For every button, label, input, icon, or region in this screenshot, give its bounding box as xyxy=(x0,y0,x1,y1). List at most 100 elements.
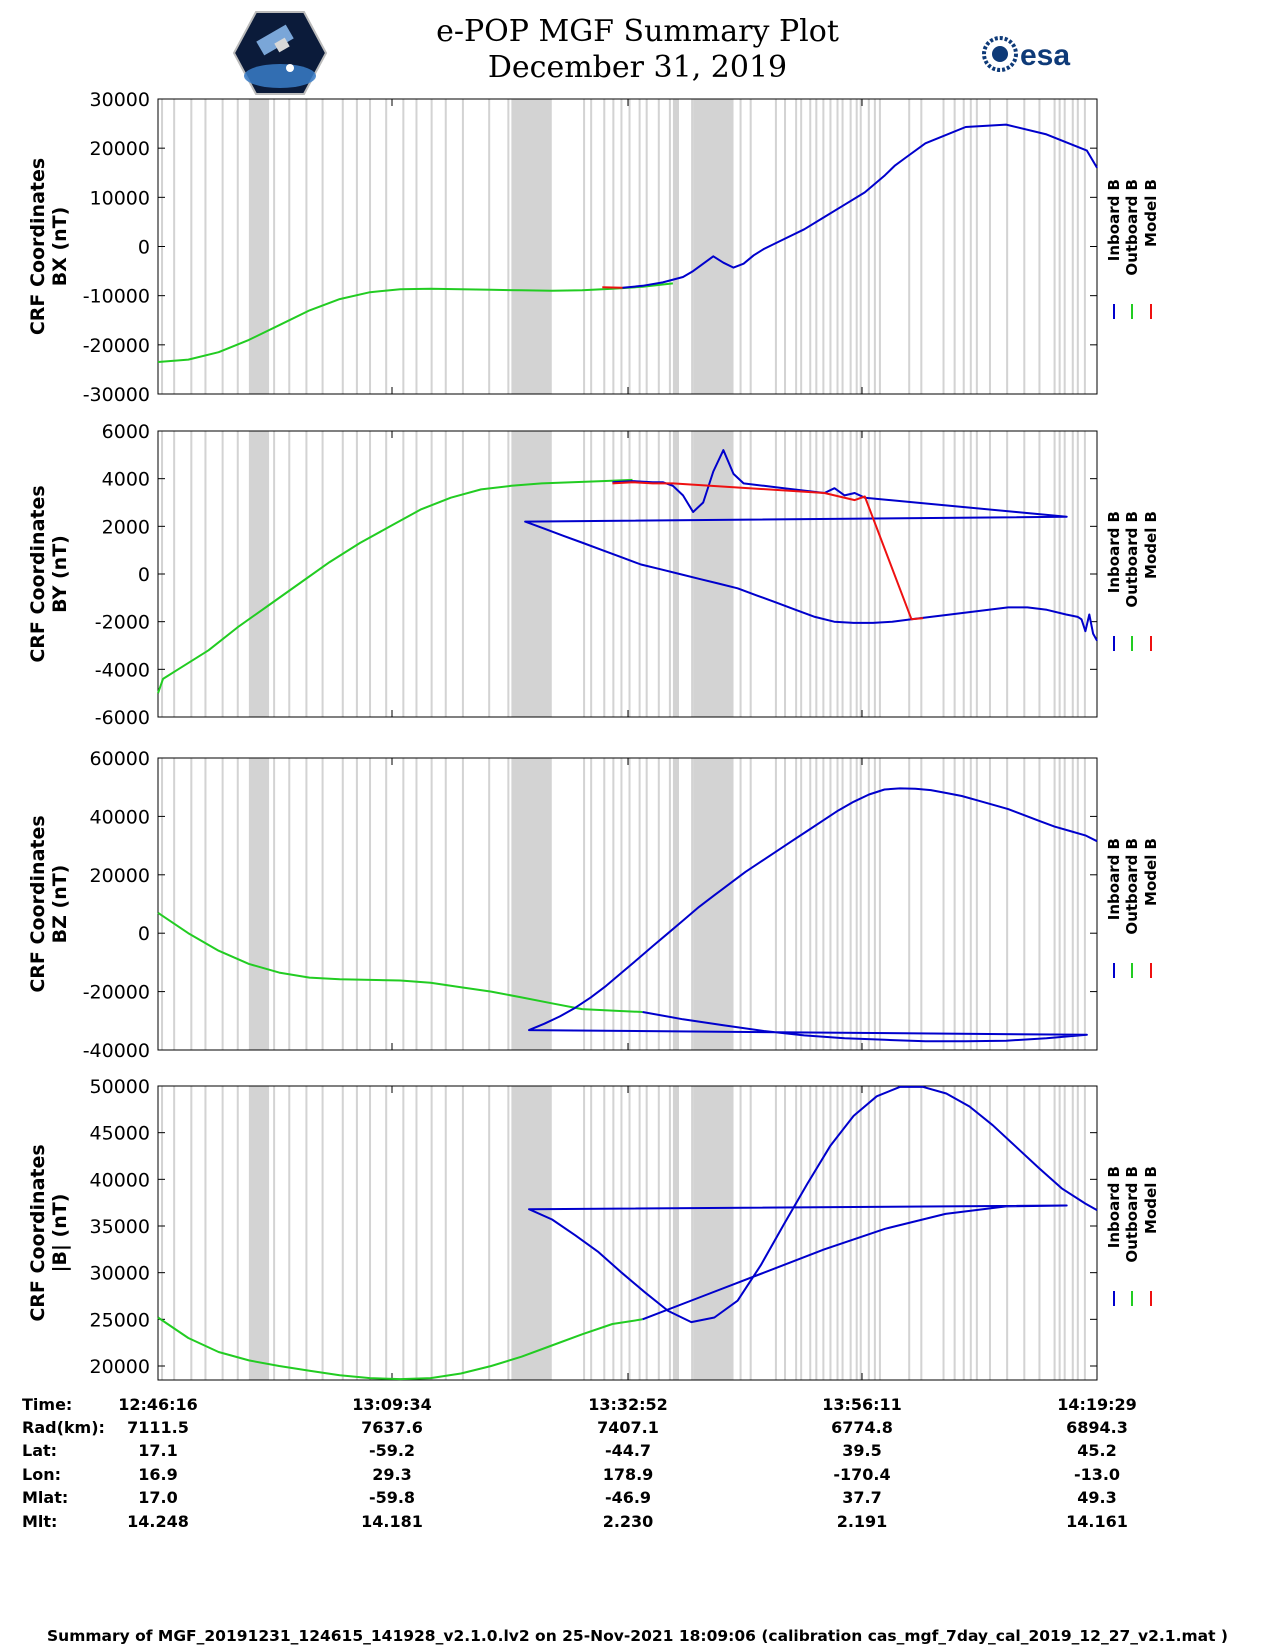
data-gap-band xyxy=(236,1086,239,1380)
info-value: -59.2 xyxy=(369,1441,415,1460)
data-gap-band xyxy=(849,431,852,717)
data-gap-band xyxy=(691,758,694,1050)
legend-label: Outboard B xyxy=(1123,838,1141,935)
data-gap-band xyxy=(1023,758,1026,1050)
info-value: 13:32:52 xyxy=(588,1395,668,1414)
data-gap-band xyxy=(355,431,358,717)
panel-4: 20000 25000 30000 35000 40000 45000 50000 CRF C… xyxy=(27,1076,1160,1381)
data-gap-band xyxy=(236,758,239,1050)
data-gap-band xyxy=(672,758,679,1050)
data-gap-band xyxy=(988,431,991,717)
data-gap-band xyxy=(273,758,276,1050)
data-gap-band xyxy=(583,99,586,394)
info-value: 13:09:34 xyxy=(352,1395,432,1414)
data-gap-band xyxy=(867,99,870,394)
data-gap-band xyxy=(795,431,798,717)
y-axis-label-line: BX (nT) xyxy=(49,207,71,287)
y-tick-label: 45000 xyxy=(90,1123,150,1145)
data-gap-band xyxy=(774,758,777,1050)
data-gap-band xyxy=(815,99,818,394)
series-outboard-b-line xyxy=(157,478,633,694)
data-gap-band xyxy=(461,758,464,1050)
esa-logo: esa xyxy=(982,36,1070,72)
data-gap-band xyxy=(430,1086,433,1380)
data-gap-band xyxy=(341,99,344,394)
legend-label: Model B xyxy=(1142,511,1160,579)
data-gap-band xyxy=(221,1086,224,1380)
data-gap-band xyxy=(488,431,491,717)
data-gap-band xyxy=(836,1086,839,1380)
data-gap-band xyxy=(603,1086,606,1380)
info-value: 7407.1 xyxy=(597,1418,659,1437)
data-gap-block xyxy=(511,99,552,394)
info-value: 45.2 xyxy=(1077,1441,1116,1460)
data-gap-band xyxy=(620,758,623,1050)
data-gap-band xyxy=(795,99,798,394)
data-gap-band xyxy=(1023,1086,1026,1380)
data-gap-band xyxy=(800,431,803,717)
data-gap-band xyxy=(488,1086,491,1380)
data-gap-band xyxy=(273,431,276,717)
y-tick-label: -20000 xyxy=(83,335,150,357)
data-gap-band xyxy=(809,99,812,394)
info-value: 7637.6 xyxy=(361,1418,423,1437)
data-gap-band xyxy=(321,758,324,1050)
data-gap-band xyxy=(668,758,671,1050)
info-value: -59.8 xyxy=(369,1488,415,1507)
data-gap-band xyxy=(1006,431,1009,717)
data-gap-band xyxy=(822,758,825,1050)
legend-label: Outboard B xyxy=(1123,511,1141,608)
data-gap-band xyxy=(849,99,852,394)
data-gap-band xyxy=(190,431,193,717)
data-gap-band xyxy=(800,99,803,394)
data-gap-band xyxy=(341,431,344,717)
data-gap-band xyxy=(507,99,510,394)
data-gap-block xyxy=(248,1086,270,1380)
data-gap-band xyxy=(612,99,615,394)
data-gap-band xyxy=(1023,99,1026,394)
data-gap-block xyxy=(511,1086,552,1380)
data-gap-band xyxy=(855,431,858,717)
data-gap-band xyxy=(942,431,945,717)
y-tick-label: -30000 xyxy=(83,384,150,406)
data-gap-band xyxy=(507,758,510,1050)
y-tick-label: 0 xyxy=(138,237,150,259)
data-gap-band xyxy=(942,1086,945,1380)
data-gap-band xyxy=(288,431,291,717)
info-value: 13:56:11 xyxy=(822,1395,902,1414)
data-gap-band xyxy=(1076,431,1079,717)
series-inboard-b-line xyxy=(622,123,1098,289)
y-axis-label-line: BZ (nT) xyxy=(49,865,71,944)
info-value: 6774.8 xyxy=(831,1418,893,1437)
data-gap-band xyxy=(800,758,803,1050)
data-gap-band xyxy=(612,1086,615,1380)
footer-caption: Summary of MGF_20191231_124615_141928_v2… xyxy=(47,1627,1228,1645)
data-gap-band xyxy=(236,99,239,394)
y-tick-label: 4000 xyxy=(102,469,150,491)
info-value: 17.0 xyxy=(138,1488,177,1507)
data-gap-band xyxy=(415,431,418,717)
data-gap-band xyxy=(444,431,447,717)
y-tick-label: 50000 xyxy=(90,1076,150,1098)
data-gap-block xyxy=(248,758,270,1050)
data-gap-band xyxy=(1006,1086,1009,1380)
legend-label: Inboard B xyxy=(1105,838,1123,920)
y-tick-label: -40000 xyxy=(83,1040,150,1062)
info-value: 7111.5 xyxy=(127,1418,189,1437)
data-gap-band xyxy=(739,431,742,717)
data-gap-band xyxy=(809,1086,812,1380)
data-gap-band xyxy=(774,431,777,717)
series-model-b-line xyxy=(612,481,924,621)
data-gap-band xyxy=(975,431,978,717)
data-gap-band xyxy=(969,1086,972,1380)
data-gap-band xyxy=(988,1086,991,1380)
data-gap-band xyxy=(507,431,510,717)
data-gap-band xyxy=(190,99,193,394)
y-tick-label: 30000 xyxy=(90,89,150,111)
data-gap-band xyxy=(236,431,239,717)
data-gap-band xyxy=(855,1086,858,1380)
data-gap-band xyxy=(908,431,911,717)
data-gap-band xyxy=(628,99,631,394)
data-gap-band xyxy=(288,99,291,394)
data-gap-band xyxy=(878,1086,881,1380)
